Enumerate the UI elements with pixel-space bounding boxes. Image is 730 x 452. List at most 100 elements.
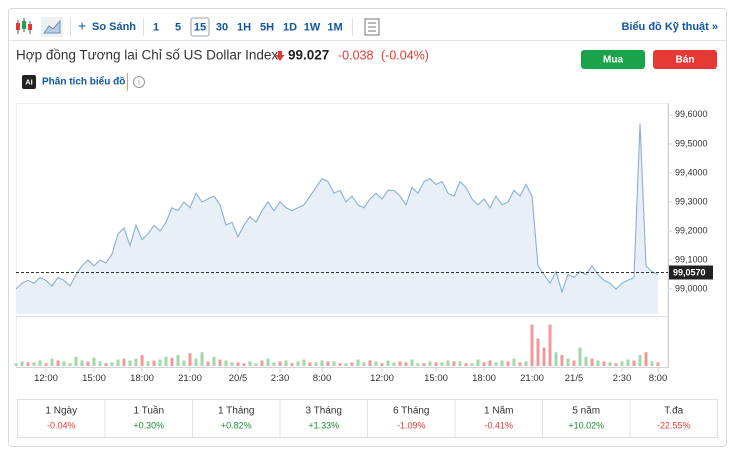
volume-bar — [320, 360, 324, 366]
volume-bar — [584, 356, 588, 366]
y-tick-label: 99,4000 — [675, 167, 708, 177]
volume-bar — [482, 362, 486, 366]
volume-bar — [506, 361, 510, 366]
volume-bar — [470, 363, 474, 366]
period-change: +0.82% — [221, 420, 252, 430]
volume-bar — [422, 363, 426, 366]
volume-bar — [500, 360, 504, 366]
compare-button[interactable]: So Sánh — [92, 21, 136, 33]
volume-bar — [344, 363, 348, 366]
volume-bar — [392, 362, 396, 366]
volume-bar — [578, 347, 582, 366]
volume-bar — [350, 362, 354, 366]
x-tick-label: 20/5 — [229, 373, 248, 384]
info-icon[interactable] — [133, 76, 145, 88]
volume-bar — [140, 354, 144, 366]
period-label: 1 Ngày — [45, 406, 77, 417]
volume-bar — [362, 362, 366, 366]
x-tick-label: 8:00 — [649, 373, 668, 384]
period-label: 3 Tháng — [305, 406, 342, 417]
volume-bar — [548, 324, 552, 366]
volume-bar — [134, 358, 138, 366]
volume-bar — [602, 361, 606, 366]
volume-bar — [596, 360, 600, 366]
x-tick-label: 21/5 — [565, 373, 584, 384]
volume-bar — [188, 353, 192, 366]
volume-bar — [266, 358, 270, 366]
volume-bar — [170, 357, 174, 366]
last-price: 99.027 — [288, 48, 329, 63]
interval-selected — [190, 17, 210, 37]
volume-bar — [590, 358, 594, 366]
price-change: -0.038 — [338, 48, 373, 62]
interval-button[interactable]: 1H — [237, 21, 251, 33]
volume-bar — [410, 359, 414, 366]
x-tick-label: 8:00 — [313, 373, 332, 384]
period-change: +0.30% — [133, 420, 164, 430]
volume-bar — [62, 361, 66, 366]
volume-bar — [326, 361, 330, 366]
volume-bar — [464, 363, 468, 366]
volume-bar — [236, 362, 240, 366]
volume-bar — [332, 361, 336, 366]
volume-bar — [368, 360, 372, 366]
volume-bar — [374, 361, 378, 366]
buy-label[interactable]: Mua — [603, 55, 623, 66]
sell-button[interactable] — [653, 50, 717, 69]
volume-bar — [638, 354, 642, 366]
interval-button[interactable]: 30 — [216, 21, 228, 33]
analysis-link[interactable]: Phân tích biểu đồ — [42, 76, 125, 88]
period-label: 1 Năm — [484, 406, 513, 417]
x-tick-label: 12:00 — [34, 373, 58, 384]
ai-badge-text: AI — [25, 77, 33, 86]
volume-bar — [68, 363, 72, 366]
volume-bar — [218, 359, 222, 366]
volume-bar — [176, 354, 180, 366]
volume-bar — [302, 359, 306, 366]
volume-bar — [224, 360, 228, 366]
volume-bar — [356, 359, 360, 366]
interval-button[interactable]: 5 — [175, 21, 181, 33]
x-tick-label: 12:00 — [370, 373, 394, 384]
volume-bar — [644, 352, 648, 366]
volume-bar — [110, 362, 114, 366]
volume-bar — [20, 361, 24, 366]
buy-button[interactable] — [581, 50, 645, 69]
candle-icon[interactable] — [16, 18, 32, 34]
price-area — [16, 123, 658, 314]
y-tick-label: 99,5000 — [675, 138, 708, 148]
period-label: 1 Tháng — [218, 406, 255, 417]
volume-bar — [104, 363, 108, 366]
volume-bar — [278, 361, 282, 366]
volume-bar — [152, 360, 156, 366]
interval-button[interactable]: 5H — [260, 21, 274, 33]
volume-bar — [452, 361, 456, 366]
volume-bar — [488, 360, 492, 366]
volume-bar — [296, 361, 300, 366]
interval-button[interactable]: 1 — [153, 21, 159, 33]
period-label: T.đa — [664, 406, 683, 417]
volume-bar — [656, 362, 660, 366]
doc-icon[interactable] — [364, 18, 380, 36]
interval-button[interactable]: 1M — [327, 21, 342, 33]
interval-button[interactable]: 1W — [304, 21, 321, 33]
volume-bar — [50, 358, 54, 366]
down-arrow — [275, 51, 285, 61]
volume-bar — [608, 362, 612, 366]
interval-button[interactable]: 1D — [283, 21, 297, 33]
volume-bar — [494, 362, 498, 366]
volume-bar — [542, 347, 546, 366]
volume-bar — [536, 338, 540, 366]
volume-bar — [380, 363, 384, 366]
volume-bar — [242, 363, 246, 366]
y-tick-label: 99,0000 — [675, 283, 708, 293]
technical-link[interactable]: Biểu đồ Kỹ thuật » — [621, 21, 718, 33]
volume-bar — [284, 360, 288, 366]
volume-bar — [572, 360, 576, 366]
volume-bar — [650, 361, 654, 366]
sell-label[interactable]: Bán — [676, 55, 695, 66]
interval-button[interactable]: 15 — [194, 21, 206, 33]
volume-bar — [74, 356, 78, 366]
x-tick-label: 15:00 — [424, 373, 448, 384]
volume-bar — [524, 361, 528, 366]
